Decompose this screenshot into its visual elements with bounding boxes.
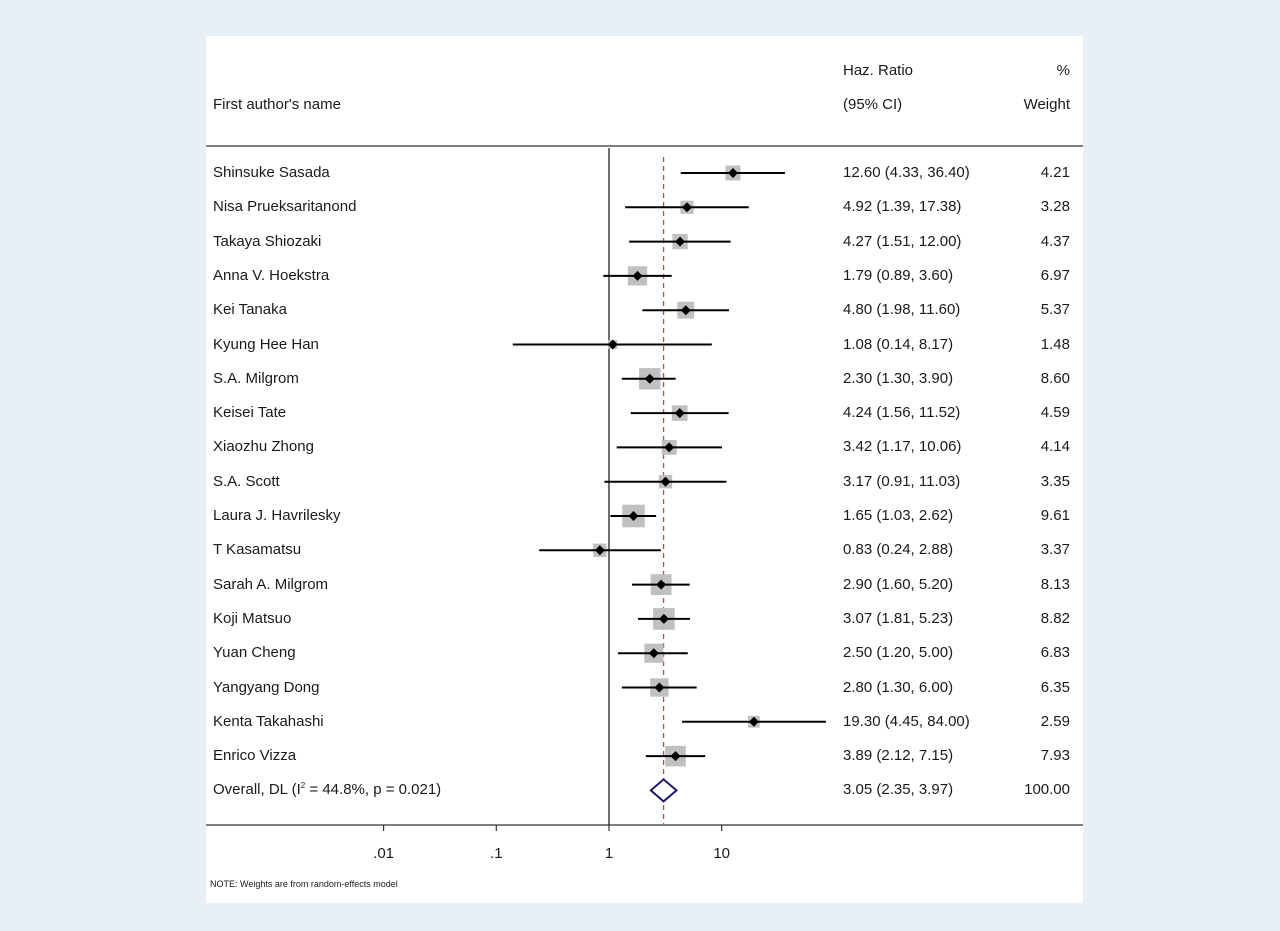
x-tick-label: .1	[490, 845, 503, 862]
study-hr-ci: 12.60 (4.33, 36.40)	[843, 164, 970, 181]
study-name: S.A. Milgrom	[213, 369, 299, 387]
point-estimate-marker	[660, 476, 671, 487]
study-hr-ci: 2.50 (1.20, 5.00)	[843, 644, 954, 662]
point-estimate-marker	[656, 579, 667, 590]
study-hr-ci: 1.79 (0.89, 3.60)	[843, 266, 954, 284]
study-weight: 3.28	[1040, 198, 1070, 216]
study-hr-ci: 3.42 (1.17, 10.06)	[843, 438, 962, 456]
study-hr-ci: 2.30 (1.30, 3.90)	[843, 369, 954, 387]
study-weight: 8.13	[1040, 575, 1070, 593]
study-weight: 4.14	[1040, 438, 1070, 456]
point-estimate-marker	[658, 613, 669, 624]
overall-weight: 100.00	[1024, 781, 1070, 799]
point-estimate-marker	[628, 511, 639, 521]
point-estimate-marker	[648, 648, 659, 659]
study-name: Laura J. Havrilesky	[213, 507, 341, 524]
overall-diamond	[649, 778, 679, 803]
study-hr-ci: 1.08 (0.14, 8.17)	[843, 335, 954, 353]
study-name: Yuan Cheng	[213, 644, 296, 662]
study-weight: 1.48	[1040, 335, 1070, 353]
point-estimate-marker	[607, 339, 618, 350]
study-name: Sarah A. Milgrom	[213, 575, 329, 593]
study-weight: 3.37	[1040, 541, 1070, 559]
study-weight: 8.82	[1040, 609, 1070, 627]
study-header: First author's name	[213, 96, 341, 113]
overall-label: Overall, DL (I2 = 44.8%, p = 0.021)	[213, 781, 442, 799]
study-hr-ci: 2.80 (1.30, 6.00)	[843, 678, 954, 696]
study-hr-ci: 0.83 (0.24, 2.88)	[843, 541, 954, 559]
weight-header: Weight	[1023, 96, 1070, 113]
study-hr-ci: 1.65 (1.03, 2.62)	[843, 507, 954, 524]
study-name: Yangyang Dong	[213, 678, 320, 696]
study-name: Kenta Takahashi	[213, 712, 324, 730]
study-weight: 4.59	[1040, 404, 1070, 422]
study-weight: 3.35	[1040, 472, 1070, 490]
point-estimate-marker	[674, 408, 685, 419]
point-estimate-marker	[654, 682, 665, 693]
point-estimate-marker	[644, 373, 655, 384]
study-name: Kyung Hee Han	[213, 335, 319, 353]
study-hr-ci: 3.89 (2.12, 7.15)	[843, 747, 954, 765]
study-name: Enrico Vizza	[213, 747, 297, 765]
study-hr-ci: 3.07 (1.81, 5.23)	[843, 609, 954, 627]
study-weight: 8.60	[1040, 369, 1070, 387]
study-weight: 6.97	[1040, 266, 1070, 284]
study-name: Anna V. Hoekstra	[213, 266, 330, 284]
study-hr-ci: 4.27 (1.51, 12.00)	[843, 232, 962, 250]
study-name: Keisei Tate	[213, 404, 287, 422]
study-weight: 2.59	[1040, 712, 1070, 730]
footnote: NOTE: Weights are from random-effects mo…	[210, 879, 398, 889]
effect-header: Haz. Ratio	[843, 62, 914, 79]
x-tick-label: 1	[604, 845, 614, 862]
point-estimate-marker	[681, 202, 692, 213]
point-estimate-marker	[670, 751, 681, 762]
point-estimate-marker	[748, 716, 759, 727]
study-name: Koji Matsuo	[213, 609, 292, 627]
study-name: T Kasamatsu	[213, 541, 302, 559]
ci-header: (95% CI)	[843, 96, 903, 113]
study-weight: 4.21	[1040, 164, 1070, 181]
study-hr-ci: 4.24 (1.56, 11.52)	[843, 404, 961, 422]
study-hr-ci: 2.90 (1.60, 5.20)	[843, 575, 954, 593]
overall-hr-ci: 3.05 (2.35, 3.97)	[843, 781, 954, 799]
study-hr-ci: 4.92 (1.39, 17.38)	[843, 198, 962, 216]
study-weight: 4.37	[1040, 232, 1070, 250]
weight-pct-header: %	[1056, 62, 1070, 79]
study-name: Kei Tanaka	[213, 301, 287, 319]
study-name: Nisa Prueksaritanond	[213, 198, 357, 216]
study-weight: 6.83	[1040, 644, 1070, 662]
study-name: Xiaozhu Zhong	[213, 438, 314, 456]
point-estimate-marker	[728, 168, 739, 178]
x-tick-label: .01	[373, 845, 395, 862]
point-estimate-marker	[675, 236, 686, 247]
study-hr-ci: 4.80 (1.98, 11.60)	[843, 301, 961, 319]
study-name: Shinsuke Sasada	[213, 164, 330, 181]
study-name: Takaya Shiozaki	[213, 232, 322, 250]
point-estimate-marker	[680, 305, 691, 316]
study-hr-ci: 3.17 (0.91, 11.03)	[843, 472, 961, 490]
study-name: S.A. Scott	[213, 472, 280, 490]
point-estimate-marker	[594, 545, 605, 556]
study-weight: 5.37	[1040, 301, 1070, 319]
x-tick-label: 10	[713, 845, 731, 862]
point-estimate-marker	[632, 270, 643, 281]
point-estimate-marker	[664, 442, 675, 453]
study-weight: 9.61	[1040, 507, 1070, 524]
study-hr-ci: 19.30 (4.45, 84.00)	[843, 712, 970, 730]
study-weight: 6.35	[1040, 678, 1070, 696]
plot-panel	[206, 36, 1083, 903]
study-weight: 7.93	[1040, 747, 1070, 765]
